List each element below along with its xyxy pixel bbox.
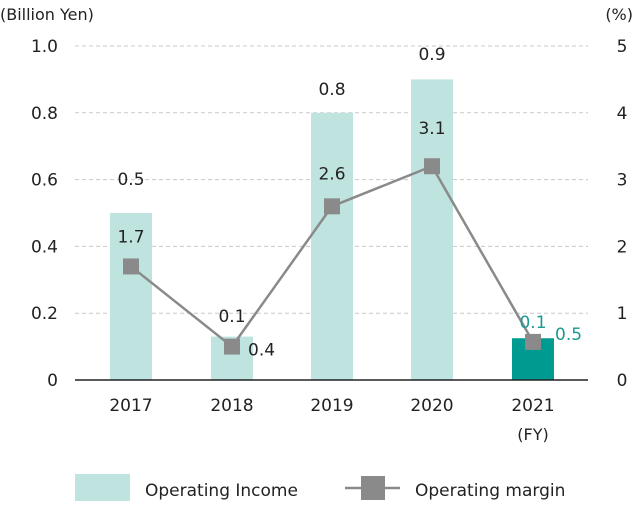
margin-value-label: 0.5 [555, 325, 582, 345]
right-tick-label: 2 [617, 237, 628, 257]
left-tick-label: 0.2 [31, 304, 58, 324]
right-tick-label: 0 [617, 371, 628, 391]
legend-label-operating-margin: Operating margin [415, 481, 565, 501]
left-tick-label: 1.0 [31, 37, 58, 57]
bar-value-label: 0.1 [218, 307, 245, 327]
margin-marker-2020 [424, 158, 440, 175]
legend-swatch-operating-income [75, 474, 130, 501]
x-tick-label: 2020 [410, 396, 453, 416]
margin-value-label: 1.7 [117, 227, 144, 247]
right-tick-label: 1 [617, 304, 628, 324]
right-tick-label: 5 [617, 37, 628, 57]
legend: Operating Income Operating margin [75, 474, 565, 501]
bar-2019 [311, 112, 353, 381]
x-tick-label: 2017 [109, 396, 152, 416]
left-axis-title: (Billion Yen) [0, 5, 94, 24]
x-tick-label: 2021 [511, 396, 554, 416]
bar-value-label: 0.9 [418, 45, 445, 65]
right-tick-label: 3 [617, 171, 628, 191]
margin-marker-2018 [224, 338, 240, 355]
legend-swatch-marker [361, 476, 385, 500]
left-tick-label: 0.4 [31, 237, 58, 257]
bar-value-label: 0.8 [318, 80, 345, 100]
bar-value-label: 0.1 [519, 313, 546, 333]
bar-value-label: 0.5 [117, 170, 144, 190]
margin-value-label: 3.1 [418, 119, 445, 139]
margin-value-label: 2.6 [318, 164, 345, 184]
x-tick-label: 2019 [310, 396, 353, 416]
bar-2020 [411, 79, 453, 381]
margin-marker-2019 [324, 198, 340, 215]
x-axis-title: (FY) [517, 425, 548, 444]
left-tick-label: 0 [47, 371, 58, 391]
right-tick-label: 4 [617, 104, 628, 124]
left-tick-label: 0.6 [31, 171, 58, 191]
x-tick-label: 2018 [210, 396, 253, 416]
margin-marker-2021 [525, 333, 541, 350]
margin-value-label: 0.4 [248, 341, 275, 361]
bar-2017 [110, 213, 152, 380]
left-tick-label: 0.8 [31, 104, 58, 124]
legend-label-operating-income: Operating Income [145, 481, 298, 501]
margin-marker-2017 [123, 258, 139, 275]
right-axis-title: (%) [605, 5, 633, 24]
